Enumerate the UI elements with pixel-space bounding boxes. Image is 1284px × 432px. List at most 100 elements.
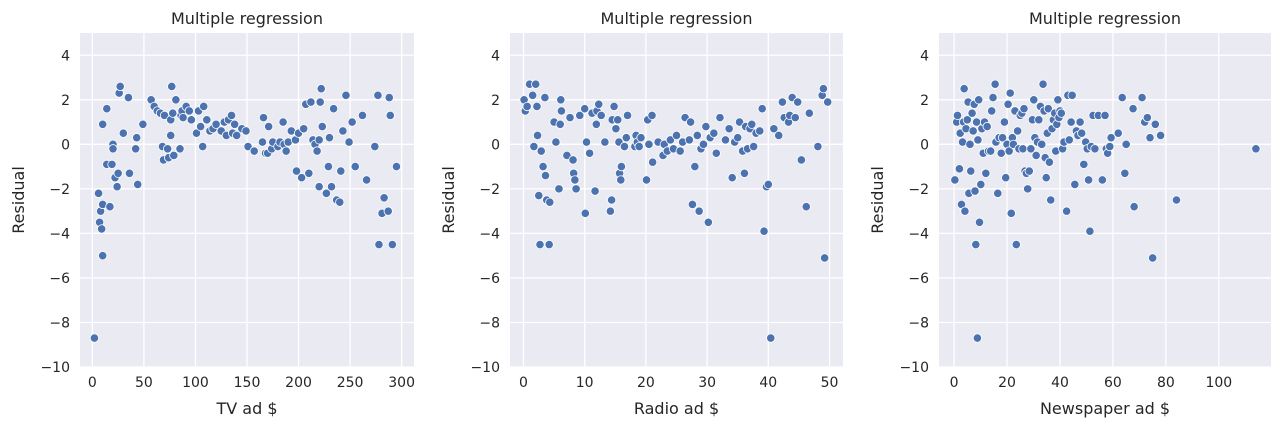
data-point — [1056, 108, 1066, 118]
data-point — [241, 126, 251, 136]
data-point — [1070, 179, 1080, 190]
x-axis-label: TV ad $ — [215, 399, 277, 418]
data-point — [823, 97, 833, 107]
data-point — [374, 239, 384, 250]
y-tick-label: 2 — [491, 93, 500, 109]
data-point — [191, 128, 202, 138]
data-point — [281, 146, 291, 156]
data-point — [622, 110, 633, 120]
y-tick-label: −6 — [479, 271, 500, 287]
data-point — [952, 110, 963, 120]
data-point — [757, 104, 767, 114]
data-point — [361, 175, 372, 185]
data-point — [648, 157, 658, 167]
data-point — [1117, 92, 1127, 103]
x-tick-label: 20 — [998, 375, 1016, 391]
data-point — [960, 206, 970, 216]
x-tick-label: 0 — [950, 375, 959, 391]
data-point — [112, 182, 122, 192]
data-point — [1053, 95, 1063, 105]
y-tick-label: 0 — [61, 137, 70, 153]
y-tick-label: 4 — [491, 48, 500, 64]
y-tick-label: −10 — [899, 360, 929, 376]
data-point — [1029, 95, 1039, 105]
ticks: 0 10 20 30 40 50 −10 −8 −6 −4 −2 0 2 4 — [470, 48, 838, 391]
data-point — [1137, 92, 1147, 103]
x-axis-label: Radio ad $ — [634, 399, 719, 418]
data-point — [243, 141, 253, 152]
data-point — [540, 170, 551, 181]
x-tick-label: 0 — [88, 375, 97, 391]
data-point — [257, 137, 268, 147]
data-point — [167, 81, 177, 92]
data-point — [801, 202, 811, 212]
data-point — [1150, 119, 1160, 129]
data-point — [1251, 144, 1261, 154]
data-point — [796, 155, 806, 165]
data-point — [966, 166, 976, 176]
data-point — [338, 126, 348, 136]
data-point — [555, 119, 565, 129]
y-axis-label: Residual — [868, 166, 887, 234]
data-point — [131, 144, 141, 154]
data-point — [997, 133, 1008, 143]
data-point — [609, 101, 619, 112]
data-point — [690, 162, 700, 172]
data-point — [1097, 175, 1107, 185]
data-point — [159, 110, 170, 120]
data-point — [990, 79, 1000, 89]
chart-title: Multiple regression — [601, 9, 753, 28]
data-point — [974, 217, 985, 227]
data-point — [981, 168, 991, 178]
data-point — [1013, 126, 1023, 136]
x-tick-label: 150 — [234, 375, 261, 391]
data-point — [996, 148, 1006, 158]
data-point — [522, 101, 532, 112]
data-point — [1155, 130, 1166, 141]
data-point — [813, 141, 823, 152]
data-point — [950, 175, 960, 185]
data-point — [1075, 117, 1085, 127]
data-point — [1128, 104, 1138, 114]
data-point — [1018, 144, 1028, 154]
data-point — [314, 135, 324, 145]
y-tick-label: −8 — [479, 315, 500, 331]
data-point — [665, 135, 675, 145]
chart-title: Multiple regression — [171, 9, 323, 28]
x-tick-label: 50 — [821, 375, 839, 391]
data-point — [123, 92, 134, 103]
data-point — [986, 146, 996, 156]
y-tick-label: −6 — [908, 271, 929, 287]
data-point — [124, 168, 135, 178]
data-point — [387, 239, 397, 250]
data-point — [584, 148, 595, 158]
y-tick-label: −2 — [908, 182, 929, 198]
data-point — [108, 144, 118, 154]
data-point — [565, 113, 575, 123]
data-point — [605, 206, 615, 216]
data-point — [211, 119, 221, 129]
data-point — [1019, 104, 1029, 114]
data-point — [581, 137, 592, 147]
ticks: 0 50 100 150 200 250 300 −10 −8 −6 −4 −2 0 2 4 — [40, 48, 415, 391]
data-point — [316, 84, 326, 94]
data-point — [755, 126, 765, 136]
data-point — [971, 239, 981, 250]
data-point — [1005, 88, 1015, 98]
data-point — [118, 128, 128, 138]
plot-area — [939, 33, 1271, 367]
data-point — [720, 135, 731, 145]
data-point — [324, 133, 335, 143]
y-tick-label: 4 — [920, 48, 929, 64]
chart-title: Multiple regression — [1029, 9, 1181, 28]
data-point — [540, 92, 550, 103]
data-point — [535, 239, 545, 250]
points — [950, 79, 1261, 343]
x-tick-label: 50 — [135, 375, 153, 391]
x-tick-label: 40 — [759, 375, 777, 391]
data-point — [967, 108, 977, 118]
y-tick-label: −10 — [40, 360, 70, 376]
data-point — [613, 115, 623, 125]
data-point — [734, 117, 745, 127]
